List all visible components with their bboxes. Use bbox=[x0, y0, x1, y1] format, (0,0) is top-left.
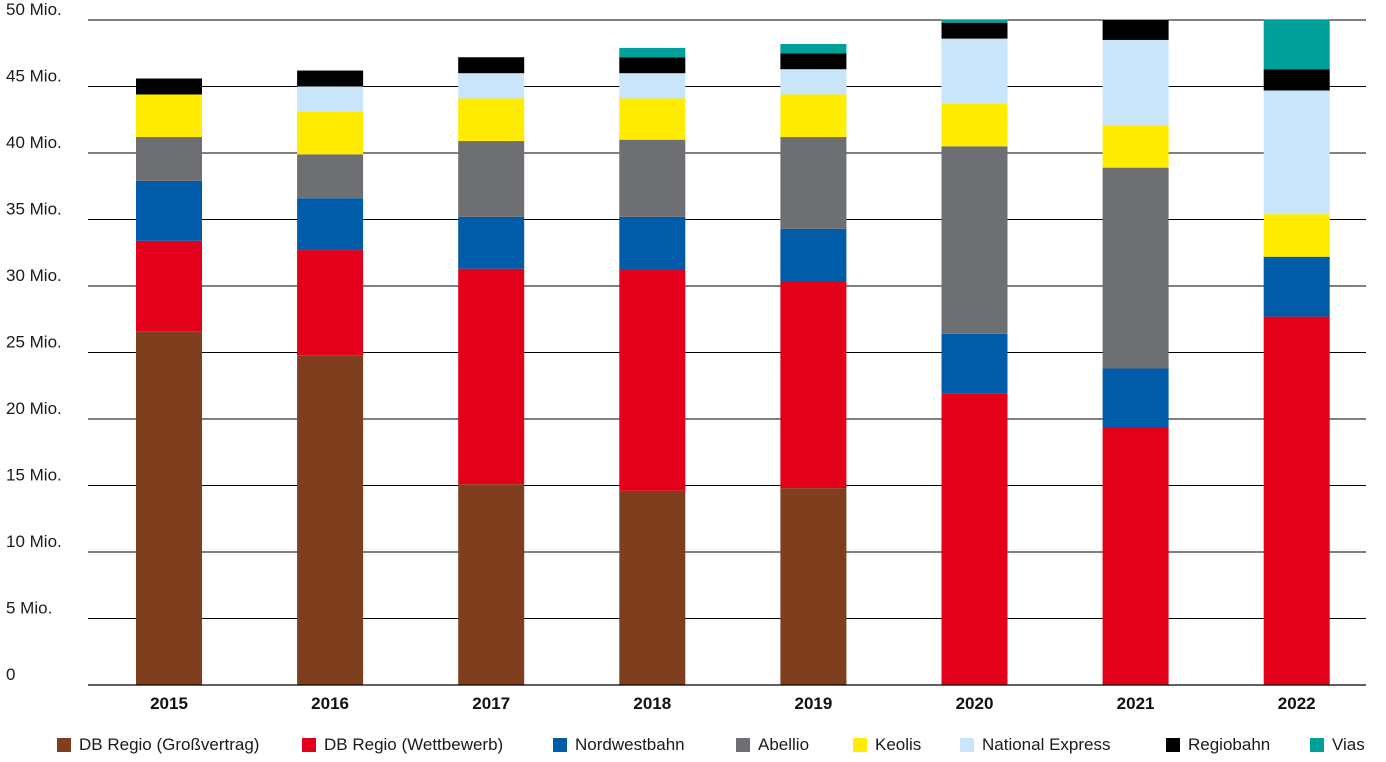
bar-segment-2020-regiobahn bbox=[942, 23, 1008, 39]
bar-segment-2015-nordwestbahn bbox=[136, 181, 202, 241]
bar-segment-2019-db-regio-wettbewerb- bbox=[780, 282, 846, 488]
bar-segment-2018-vias bbox=[619, 48, 685, 57]
bar-segment-2020-db-regio-wettbewerb- bbox=[942, 394, 1008, 685]
legend-label-db-regio-gro-vertrag-: DB Regio (Großvertrag) bbox=[79, 735, 259, 754]
bar-segment-2016-abellio bbox=[297, 154, 363, 198]
y-tick-label: 20 Mio. bbox=[6, 399, 62, 418]
x-tick-label-2019: 2019 bbox=[794, 694, 832, 713]
legend-swatch-vias bbox=[1310, 738, 1324, 752]
bar-segment-2021-nordwestbahn bbox=[1103, 368, 1169, 427]
x-tick-label-2015: 2015 bbox=[150, 694, 188, 713]
bar-segment-2016-nordwestbahn bbox=[297, 198, 363, 250]
bar-segment-2020-vias bbox=[942, 20, 1008, 23]
y-tick-label: 45 Mio. bbox=[6, 67, 62, 86]
y-tick-label: 40 Mio. bbox=[6, 133, 62, 152]
bar-segment-2020-national-express bbox=[942, 39, 1008, 104]
x-tick-label-2018: 2018 bbox=[633, 694, 671, 713]
bar-segment-2018-national-express bbox=[619, 73, 685, 98]
bar-segment-2020-nordwestbahn bbox=[942, 334, 1008, 394]
y-tick-label: 15 Mio. bbox=[6, 466, 62, 485]
bar-segment-2017-national-express bbox=[458, 73, 524, 98]
legend-label-national-express: National Express bbox=[982, 735, 1111, 754]
x-tick-label-2020: 2020 bbox=[956, 694, 994, 713]
y-tick-label: 35 Mio. bbox=[6, 200, 62, 219]
bar-segment-2017-abellio bbox=[458, 141, 524, 217]
x-tick-label-2017: 2017 bbox=[472, 694, 510, 713]
y-tick-label: 25 Mio. bbox=[6, 333, 62, 352]
bar-segment-2019-regiobahn bbox=[780, 53, 846, 69]
bar-segment-2022-db-regio-wettbewerb- bbox=[1264, 317, 1330, 685]
bar-segment-2019-vias bbox=[780, 44, 846, 53]
bar-segment-2017-db-regio-gro-vertrag- bbox=[458, 484, 524, 685]
bar-segment-2018-db-regio-gro-vertrag- bbox=[619, 491, 685, 685]
bar-segment-2022-keolis bbox=[1264, 214, 1330, 257]
x-tick-label-2021: 2021 bbox=[1117, 694, 1155, 713]
bar-segment-2015-db-regio-gro-vertrag- bbox=[136, 331, 202, 685]
legend-label-nordwestbahn: Nordwestbahn bbox=[575, 735, 685, 754]
legend-label-regiobahn: Regiobahn bbox=[1188, 735, 1270, 754]
bar-segment-2020-abellio bbox=[942, 146, 1008, 334]
legend-swatch-db-regio-gro-vertrag- bbox=[57, 738, 71, 752]
bar-segment-2021-db-regio-wettbewerb- bbox=[1103, 427, 1169, 685]
bar-segment-2020-keolis bbox=[942, 104, 1008, 147]
gridlines bbox=[88, 20, 1366, 619]
legend-swatch-national-express bbox=[960, 738, 974, 752]
bar-segment-2018-db-regio-wettbewerb- bbox=[619, 270, 685, 491]
legend-swatch-abellio bbox=[736, 738, 750, 752]
y-tick-label: 5 Mio. bbox=[6, 599, 52, 618]
x-tick-label-2022: 2022 bbox=[1278, 694, 1316, 713]
bar-segment-2017-db-regio-wettbewerb- bbox=[458, 269, 524, 484]
legend-swatch-regiobahn bbox=[1166, 738, 1180, 752]
bar-segment-2018-abellio bbox=[619, 140, 685, 217]
legend-label-vias: Vias bbox=[1332, 735, 1365, 754]
bar-segment-2022-regiobahn bbox=[1264, 69, 1330, 90]
bar-segment-2021-national-express bbox=[1103, 40, 1169, 125]
bar-segment-2015-abellio bbox=[136, 137, 202, 181]
bar-segment-2015-keolis bbox=[136, 94, 202, 137]
bar-segment-2019-keolis bbox=[780, 94, 846, 137]
legend-swatch-keolis bbox=[853, 738, 867, 752]
y-tick-label: 0 bbox=[6, 665, 15, 684]
bar-segment-2016-db-regio-wettbewerb- bbox=[297, 250, 363, 355]
y-tick-label: 50 Mio. bbox=[6, 0, 62, 19]
y-tick-label: 10 Mio. bbox=[6, 532, 62, 551]
bar-segment-2019-abellio bbox=[780, 137, 846, 229]
bar-segment-2021-abellio bbox=[1103, 168, 1169, 369]
bar-segment-2015-db-regio-wettbewerb- bbox=[136, 241, 202, 331]
bar-segment-2018-nordwestbahn bbox=[619, 217, 685, 270]
bar-segment-2021-regiobahn bbox=[1103, 20, 1169, 40]
legend-swatch-db-regio-wettbewerb- bbox=[302, 738, 316, 752]
bar-segment-2017-keolis bbox=[458, 98, 524, 141]
bar-segment-2016-regiobahn bbox=[297, 71, 363, 87]
y-tick-label: 30 Mio. bbox=[6, 266, 62, 285]
bar-segment-2017-nordwestbahn bbox=[458, 217, 524, 269]
bar-segment-2022-vias bbox=[1264, 20, 1330, 69]
legend-label-keolis: Keolis bbox=[875, 735, 921, 754]
bar-segment-2017-regiobahn bbox=[458, 57, 524, 73]
bar-segment-2021-keolis bbox=[1103, 125, 1169, 168]
legend-swatch-nordwestbahn bbox=[553, 738, 567, 752]
bar-segment-2022-national-express bbox=[1264, 90, 1330, 214]
bar-segment-2016-national-express bbox=[297, 87, 363, 112]
bar-segment-2022-nordwestbahn bbox=[1264, 257, 1330, 317]
bar-segment-2018-regiobahn bbox=[619, 57, 685, 73]
bar-segment-2019-national-express bbox=[780, 69, 846, 94]
bar-segment-2016-keolis bbox=[297, 112, 363, 155]
bar-segment-2019-nordwestbahn bbox=[780, 229, 846, 282]
legend-label-abellio: Abellio bbox=[758, 735, 809, 754]
bar-segment-2016-db-regio-gro-vertrag- bbox=[297, 355, 363, 685]
x-tick-label-2016: 2016 bbox=[311, 694, 349, 713]
legend-label-db-regio-wettbewerb-: DB Regio (Wettbewerb) bbox=[324, 735, 503, 754]
bar-segment-2018-keolis bbox=[619, 98, 685, 139]
bar-segment-2015-regiobahn bbox=[136, 79, 202, 95]
bar-segment-2019-db-regio-gro-vertrag- bbox=[780, 488, 846, 685]
legend: DB Regio (Großvertrag) DB Regio (Wettbewe… bbox=[57, 735, 1365, 754]
